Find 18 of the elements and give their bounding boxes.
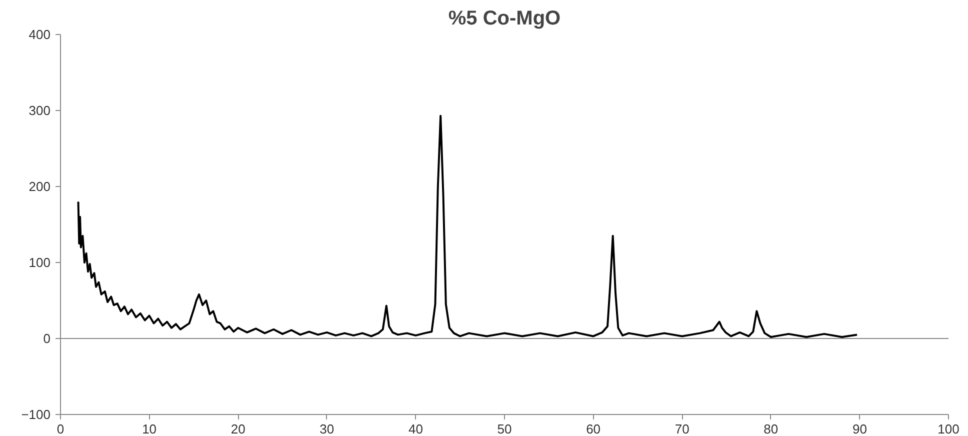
x-tick-label: 10 <box>142 422 157 436</box>
y-tick-label: 0 <box>43 331 51 346</box>
x-tick-label: 80 <box>764 422 778 436</box>
y-tick-label: 100 <box>28 255 51 270</box>
x-tick-label: 60 <box>586 422 601 436</box>
y-tick-label: 200 <box>28 179 51 194</box>
x-tick-label: 0 <box>56 422 64 436</box>
y-tick-label: 300 <box>28 103 51 118</box>
x-tick-label: 70 <box>674 422 690 436</box>
x-tick-label: 20 <box>230 422 246 436</box>
chart-title: %5 Co-MgO <box>448 8 561 30</box>
x-tick-label: 40 <box>408 422 423 436</box>
x-tick-label: 50 <box>497 422 512 436</box>
y-tick-label: −100 <box>21 407 51 422</box>
x-tick-label: 100 <box>938 422 960 436</box>
x-tick-label: 90 <box>852 422 867 436</box>
y-tick-label: 400 <box>28 27 51 42</box>
x-tick-label: 30 <box>320 422 334 436</box>
